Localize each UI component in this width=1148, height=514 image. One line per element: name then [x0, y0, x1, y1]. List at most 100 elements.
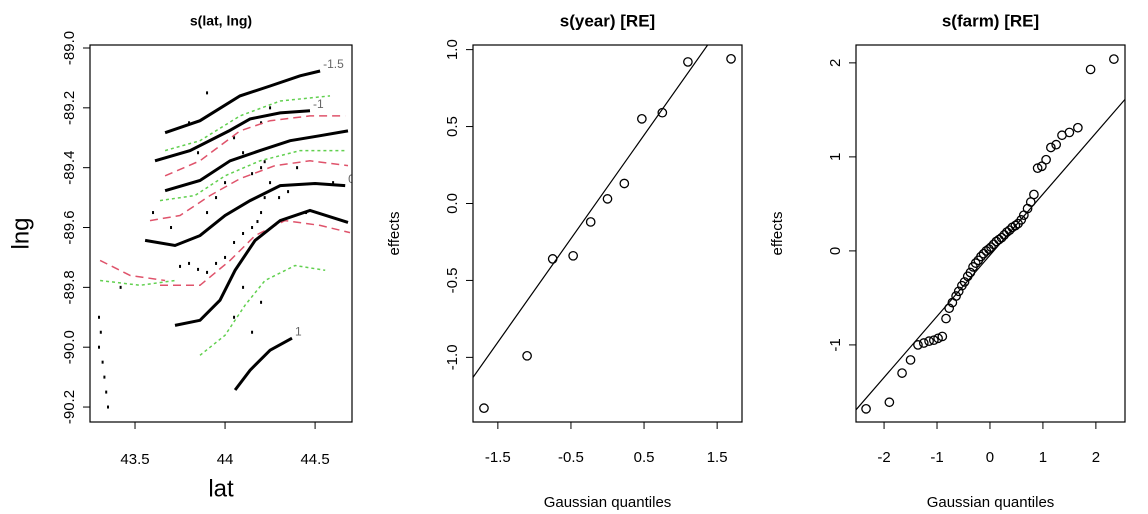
- data-point: [170, 226, 173, 230]
- data-point: [269, 106, 272, 110]
- y-tick-label: -89.4: [61, 151, 78, 185]
- data-point: [1046, 142, 1056, 153]
- x-tick-label: -2: [877, 449, 890, 466]
- y-tick-label: -90.0: [61, 330, 78, 364]
- y-tick-label: 2: [827, 59, 844, 67]
- data-point: [897, 368, 907, 378]
- y-tick-label: 1.0: [444, 39, 461, 60]
- data-point: [1085, 64, 1096, 75]
- y-axis-label: effects: [769, 212, 786, 256]
- y-tick-label: 0: [827, 247, 844, 255]
- contour: [144, 181, 346, 248]
- plot-area: [473, 45, 736, 414]
- data-point: [637, 114, 647, 124]
- x-tick-label: -0.5: [558, 449, 584, 466]
- data-point: [242, 151, 245, 155]
- contour: [174, 208, 349, 327]
- se-contour: [164, 95, 331, 152]
- data-point: [970, 258, 981, 268]
- data-point: [937, 331, 948, 342]
- data-point: [233, 240, 236, 244]
- data-point: [984, 244, 994, 254]
- data-point: [188, 121, 191, 125]
- se-contour: [159, 149, 346, 202]
- plot-area: -1.5 -1 -0.5 0 0.5 1: [98, 57, 372, 409]
- data-point: [242, 285, 245, 289]
- y-axis-label: effects: [386, 212, 403, 256]
- y-tick-label: -1: [827, 338, 844, 351]
- data-point: [726, 53, 736, 64]
- data-point: [224, 255, 227, 259]
- data-point: [976, 251, 986, 262]
- se-contour: [149, 160, 349, 222]
- data-point: [206, 211, 209, 215]
- data-point: [585, 217, 596, 227]
- contour-label: 1: [295, 324, 302, 338]
- data-point: [296, 166, 299, 170]
- se-contour: [164, 115, 346, 177]
- data-point: [107, 405, 110, 409]
- data-point: [1073, 122, 1083, 133]
- data-point: [1029, 189, 1039, 200]
- data-point: [602, 194, 613, 204]
- data-point: [263, 160, 266, 164]
- contour-label: -0.5: [351, 117, 372, 131]
- contour-label: -1.5: [323, 57, 344, 71]
- contour-label: 0: [348, 172, 355, 186]
- y-tick-label: -89.2: [61, 91, 78, 125]
- data-point: [98, 315, 101, 319]
- y-axis-label: lng: [7, 217, 34, 249]
- data-point: [260, 300, 263, 304]
- se-contour: [100, 279, 176, 287]
- y-tick-label: -1.0: [444, 344, 461, 370]
- data-point: [996, 232, 1007, 243]
- data-point: [1109, 54, 1119, 64]
- x-tick-label: -1.5: [485, 449, 511, 466]
- y-tick-label: 1: [827, 153, 844, 161]
- x-axis-label: lat: [208, 475, 234, 502]
- data-point: [119, 285, 122, 289]
- data-point: [105, 390, 108, 394]
- data-point: [215, 196, 218, 200]
- data-point: [197, 267, 200, 271]
- x-tick-label: 2: [1092, 449, 1100, 466]
- plot-area: [856, 54, 1125, 414]
- plot-frame: [89, 44, 353, 423]
- data-point: [278, 196, 281, 200]
- y-tick-label: -0.5: [444, 268, 461, 294]
- data-point: [233, 315, 236, 319]
- x-tick-label: 1.5: [707, 449, 728, 466]
- data-point: [924, 336, 934, 346]
- qq-line: [856, 98, 1125, 411]
- data-point: [251, 226, 254, 230]
- data-point: [522, 350, 532, 361]
- data-point: [1041, 154, 1051, 165]
- contour: [164, 129, 349, 193]
- x-axis-label: Gaussian quantiles: [544, 494, 672, 511]
- contour: [154, 109, 311, 163]
- data-point: [99, 330, 102, 334]
- x-tick-label: 1: [1039, 449, 1047, 466]
- panel-title: s(year) [RE]: [560, 11, 655, 30]
- data-point: [1016, 215, 1027, 225]
- y-tick-label: -89.6: [61, 210, 78, 244]
- data-point: [905, 355, 916, 365]
- se-contour: [199, 264, 326, 356]
- data-point: [986, 242, 996, 252]
- x-tick-label: 44.5: [300, 451, 329, 468]
- data-point: [103, 375, 106, 379]
- panel-title: s(farm) [RE]: [942, 11, 1039, 30]
- data-point: [206, 270, 209, 274]
- data-point: [269, 181, 272, 185]
- x-tick-label: 0: [986, 449, 994, 466]
- data-point: [332, 181, 335, 185]
- data-point: [657, 107, 668, 118]
- contour: [233, 336, 293, 391]
- data-point: [619, 178, 630, 189]
- contour: [164, 69, 321, 135]
- data-point: [242, 232, 245, 235]
- panel-title: s(lat, lng): [190, 13, 252, 29]
- x-tick-label: -1: [930, 449, 943, 466]
- x-axis-label: Gaussian quantiles: [927, 494, 1055, 511]
- data-point: [263, 196, 266, 200]
